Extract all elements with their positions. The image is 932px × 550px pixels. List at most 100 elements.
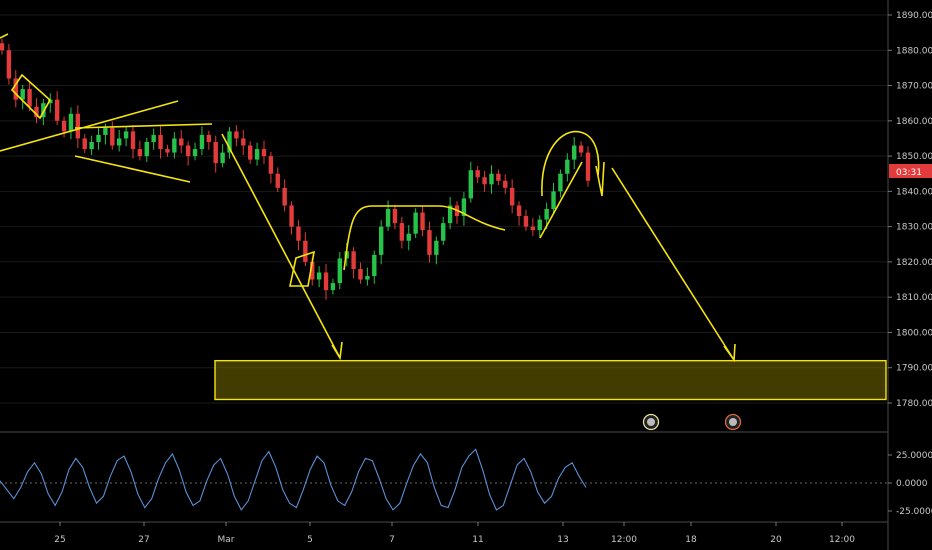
x-tick-label: Mar: [218, 535, 235, 545]
candle-body: [551, 191, 556, 209]
candle-body: [441, 223, 446, 241]
y-tick-label: 1800.000: [896, 328, 932, 338]
x-tick-label: 12:00: [829, 535, 855, 545]
candle-body: [103, 127, 108, 135]
candle-body: [192, 149, 198, 157]
candle-body: [165, 149, 170, 153]
candle-body: [48, 99, 53, 104]
candle-body: [6, 50, 12, 79]
target-zone: [214, 359, 887, 401]
candle-body: [572, 145, 577, 160]
x-tick-label: 7: [389, 535, 395, 545]
candle-body: [427, 230, 432, 255]
candle-body: [420, 212, 425, 231]
x-tick-label: 12:00: [611, 535, 637, 545]
candle-body: [13, 78, 18, 100]
candle-body: [447, 205, 453, 224]
x-tick-label: 5: [307, 535, 313, 545]
candle-body: [337, 258, 343, 284]
candle-body: [34, 106, 39, 118]
candle-body: [482, 177, 487, 185]
x-tick-label: 27: [138, 535, 149, 545]
candle-body: [489, 173, 494, 185]
projection-arrow-2: [611, 167, 736, 363]
y-tick-label: 1890.000: [896, 11, 932, 21]
y-tick-label: 1880.000: [896, 46, 932, 56]
oscillator-path: [0, 448, 587, 511]
candle-body: [254, 149, 260, 160]
candle-body: [289, 205, 294, 227]
oscillator-axis[interactable]: 25.0000 0.0000 -25.0000: [888, 451, 932, 517]
candle-body: [123, 131, 129, 139]
candle-body: [378, 226, 384, 255]
candle-body: [523, 216, 529, 227]
candle-body: [89, 141, 94, 150]
rising-wedge: [289, 250, 316, 287]
price-axis[interactable]: 1890.000 1880.000 1870.000 1860.000 1850.000…: [888, 11, 932, 409]
candle-body: [468, 170, 473, 199]
candle-body: [220, 152, 225, 164]
candle-body: [117, 138, 122, 146]
candle-body: [365, 276, 370, 280]
candle-body: [137, 149, 143, 157]
event-markers[interactable]: [642, 413, 742, 431]
candle-body: [199, 134, 205, 150]
osc-tick-label: 0.0000: [896, 479, 928, 489]
time-axis[interactable]: 25 27 Mar 5 7 11 13 12:00 18 20 12:00: [54, 522, 855, 545]
candle-body: [330, 283, 336, 291]
y-tick-label: 1870.000: [896, 82, 932, 92]
x-tick-label: 20: [770, 535, 782, 545]
candle-body: [61, 120, 67, 132]
trendline-short: [0, 33, 9, 39]
candle-body: [358, 268, 363, 280]
candle-body: [275, 173, 280, 188]
candle-body: [530, 226, 536, 231]
y-tick-label: 1820.000: [896, 258, 932, 268]
candle-body: [20, 89, 25, 100]
rounded-top: [343, 205, 506, 271]
price-grid: [0, 14, 888, 404]
candle-body: [68, 113, 74, 132]
drawing-annotations: [0, 33, 736, 363]
candle-body: [0, 43, 5, 51]
candle-body: [303, 240, 308, 262]
candle-body: [158, 134, 163, 150]
x-tick-label: 25: [54, 535, 65, 545]
candle-body: [558, 173, 563, 192]
candle-body: [461, 198, 467, 217]
candle-body: [323, 272, 329, 291]
y-tick-label: 1810.000: [896, 293, 932, 303]
projection-arrow-1: [221, 133, 343, 361]
candle-body: [316, 272, 322, 280]
candle-body: [578, 145, 584, 153]
candle-body: [385, 209, 391, 227]
channel: [74, 123, 213, 183]
candle-body: [351, 251, 356, 269]
candle-body: [496, 173, 501, 181]
candle-body: [179, 138, 184, 146]
price-tag-bg: [889, 164, 932, 178]
y-tick-label: 1780.000: [896, 399, 932, 409]
y-tick-label: 1830.000: [896, 223, 932, 233]
candle-body: [434, 240, 439, 255]
candle-body: [185, 145, 191, 157]
candle-body: [227, 131, 232, 153]
candle-body: [75, 113, 81, 139]
osc-tick-label: 25.0000: [896, 451, 932, 461]
candle-body: [516, 205, 522, 217]
candle-body: [537, 219, 542, 231]
candle-body: [82, 138, 87, 150]
trendline: [0, 100, 179, 152]
event-icon-core: [729, 418, 737, 426]
candle-body: [27, 89, 32, 107]
candle-body: [475, 170, 480, 178]
candle-body: [96, 134, 101, 142]
candle-body: [372, 254, 377, 277]
candle-body: [54, 99, 60, 121]
countdown-label: 03:31: [896, 168, 922, 178]
target-zone-box: [214, 359, 887, 401]
current-price-tag: 03:31: [889, 164, 932, 178]
candle-body: [144, 141, 149, 157]
candle-body: [247, 145, 253, 160]
